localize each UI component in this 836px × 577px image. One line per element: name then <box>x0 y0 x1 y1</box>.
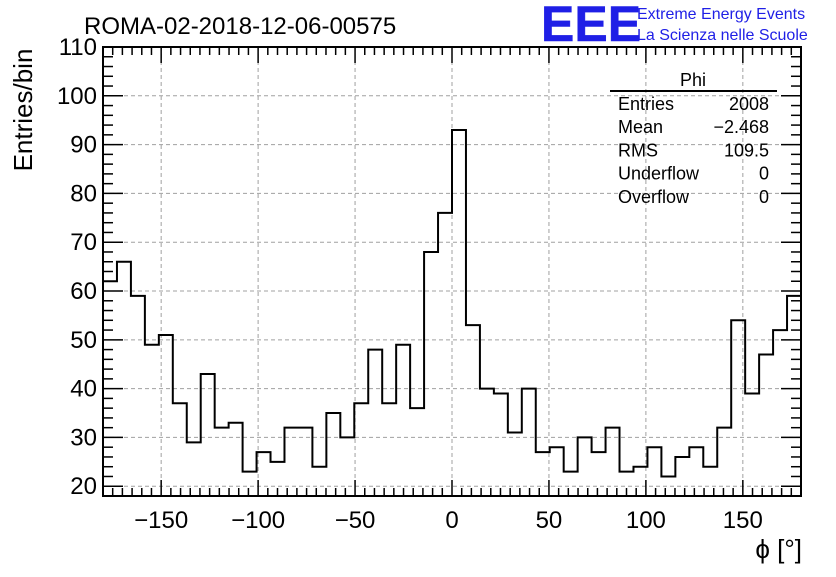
x-tick-label: 0 <box>445 507 458 534</box>
stats-row-value: 109.5 <box>724 140 769 160</box>
stats-row-label: Overflow <box>618 187 690 207</box>
y-tick-label: 110 <box>59 34 97 61</box>
histogram-bin <box>564 472 578 496</box>
histogram-bin <box>592 452 606 496</box>
y-tick-label: 50 <box>70 327 97 354</box>
histogram-bin <box>298 428 312 496</box>
histogram-bin <box>396 345 410 496</box>
histogram-bin <box>159 335 173 496</box>
histogram-bin <box>382 403 396 496</box>
histogram-bin <box>410 408 424 496</box>
histogram-bin <box>620 472 634 496</box>
histogram-bin <box>103 281 117 496</box>
histogram-bin <box>773 330 787 496</box>
x-tick-label: −100 <box>231 507 285 534</box>
histogram-bin <box>354 403 368 496</box>
y-tick-label: 20 <box>70 473 97 500</box>
histogram-bin <box>145 345 159 496</box>
histogram-bin <box>494 394 508 496</box>
x-axis-label: ϕ [°] <box>755 534 802 564</box>
stats-row-value: −2.468 <box>713 117 769 137</box>
stats-row-label: RMS <box>618 140 658 160</box>
histogram-bin <box>257 452 271 496</box>
x-tick-label: −150 <box>134 507 188 534</box>
y-tick-label: 90 <box>70 132 97 159</box>
stats-row-label: Underflow <box>618 164 700 184</box>
project-subtitle: La Scienza nelle Scuole <box>637 27 808 44</box>
histogram-bin <box>117 262 131 496</box>
y-tick-label: 60 <box>70 278 97 305</box>
histogram-bin <box>424 252 438 496</box>
x-tick-label: 50 <box>536 507 563 534</box>
y-tick-label: 30 <box>70 424 97 451</box>
histogram-bin <box>284 428 298 496</box>
histogram-bin <box>480 389 494 496</box>
histogram-step-line <box>103 128 801 478</box>
eee-logo: EEE <box>541 0 641 52</box>
stats-row-label: Entries <box>618 94 674 114</box>
histogram-bin <box>703 467 717 496</box>
chart-title: ROMA-02-2018-12-06-00575 <box>84 13 396 40</box>
histogram-bin <box>243 472 257 496</box>
stats-box: Phi Entries 2008 Mean −2.468 RMS 109.5 Underfl… <box>610 70 777 207</box>
histogram-bin <box>522 389 536 496</box>
histogram-bin <box>689 447 703 496</box>
histogram-bin <box>759 354 773 496</box>
stats-row-value: 0 <box>759 164 769 184</box>
histogram-bin <box>131 296 145 496</box>
histogram-bin <box>368 350 382 496</box>
stats-row-value: 2008 <box>729 94 769 114</box>
histogram-bin <box>340 437 354 496</box>
histogram-bin <box>326 413 340 496</box>
y-axis-label: Entries/bin <box>8 49 38 172</box>
x-tick-label: 100 <box>626 507 666 534</box>
histogram-bin <box>661 476 675 496</box>
histogram-bin <box>438 213 452 496</box>
histogram-bin <box>647 447 661 496</box>
histogram-bin <box>745 394 759 496</box>
histogram-bin <box>173 403 187 496</box>
histogram-bin <box>731 320 745 496</box>
histogram-bin <box>452 130 466 496</box>
x-tick-label: −50 <box>335 507 376 534</box>
histogram-bin <box>201 374 215 496</box>
stats-box-rows: Entries 2008 Mean −2.468 RMS 109.5 Underflow 0 O… <box>618 94 769 207</box>
y-tick-labels: 20 30 40 50 60 70 80 90 100 110 <box>57 34 97 500</box>
y-tick-label: 100 <box>57 83 97 110</box>
y-tick-label: 70 <box>70 229 97 256</box>
histogram-bin <box>187 442 201 496</box>
histogram-bin <box>717 428 731 496</box>
axis-ticks <box>103 46 801 496</box>
x-tick-label: 150 <box>723 507 763 534</box>
y-tick-label: 80 <box>70 180 97 207</box>
histogram-bin <box>787 296 801 496</box>
histogram-bin <box>508 433 522 496</box>
stats-row-label: Mean <box>618 117 663 137</box>
histogram-bin <box>675 457 689 496</box>
histogram-bin <box>633 467 647 496</box>
project-name: Extreme Energy Events <box>637 6 805 23</box>
x-tick-labels: −150 −100 −50 0 50 100 150 <box>134 507 763 534</box>
histogram-bin <box>215 428 229 496</box>
histogram-bin <box>229 423 243 496</box>
y-tick-label: 40 <box>70 376 97 403</box>
histogram-bin <box>271 462 285 496</box>
histogram-bin <box>536 452 550 496</box>
histogram-bin <box>578 437 592 496</box>
histogram-bins <box>103 130 801 496</box>
histogram-bin <box>466 325 480 496</box>
stats-row-value: 0 <box>759 187 769 207</box>
grid-lines <box>103 47 801 496</box>
histogram-bin <box>312 467 326 496</box>
stats-box-title: Phi <box>680 70 706 90</box>
histogram-bin <box>606 428 620 496</box>
histogram-bin <box>550 447 564 496</box>
